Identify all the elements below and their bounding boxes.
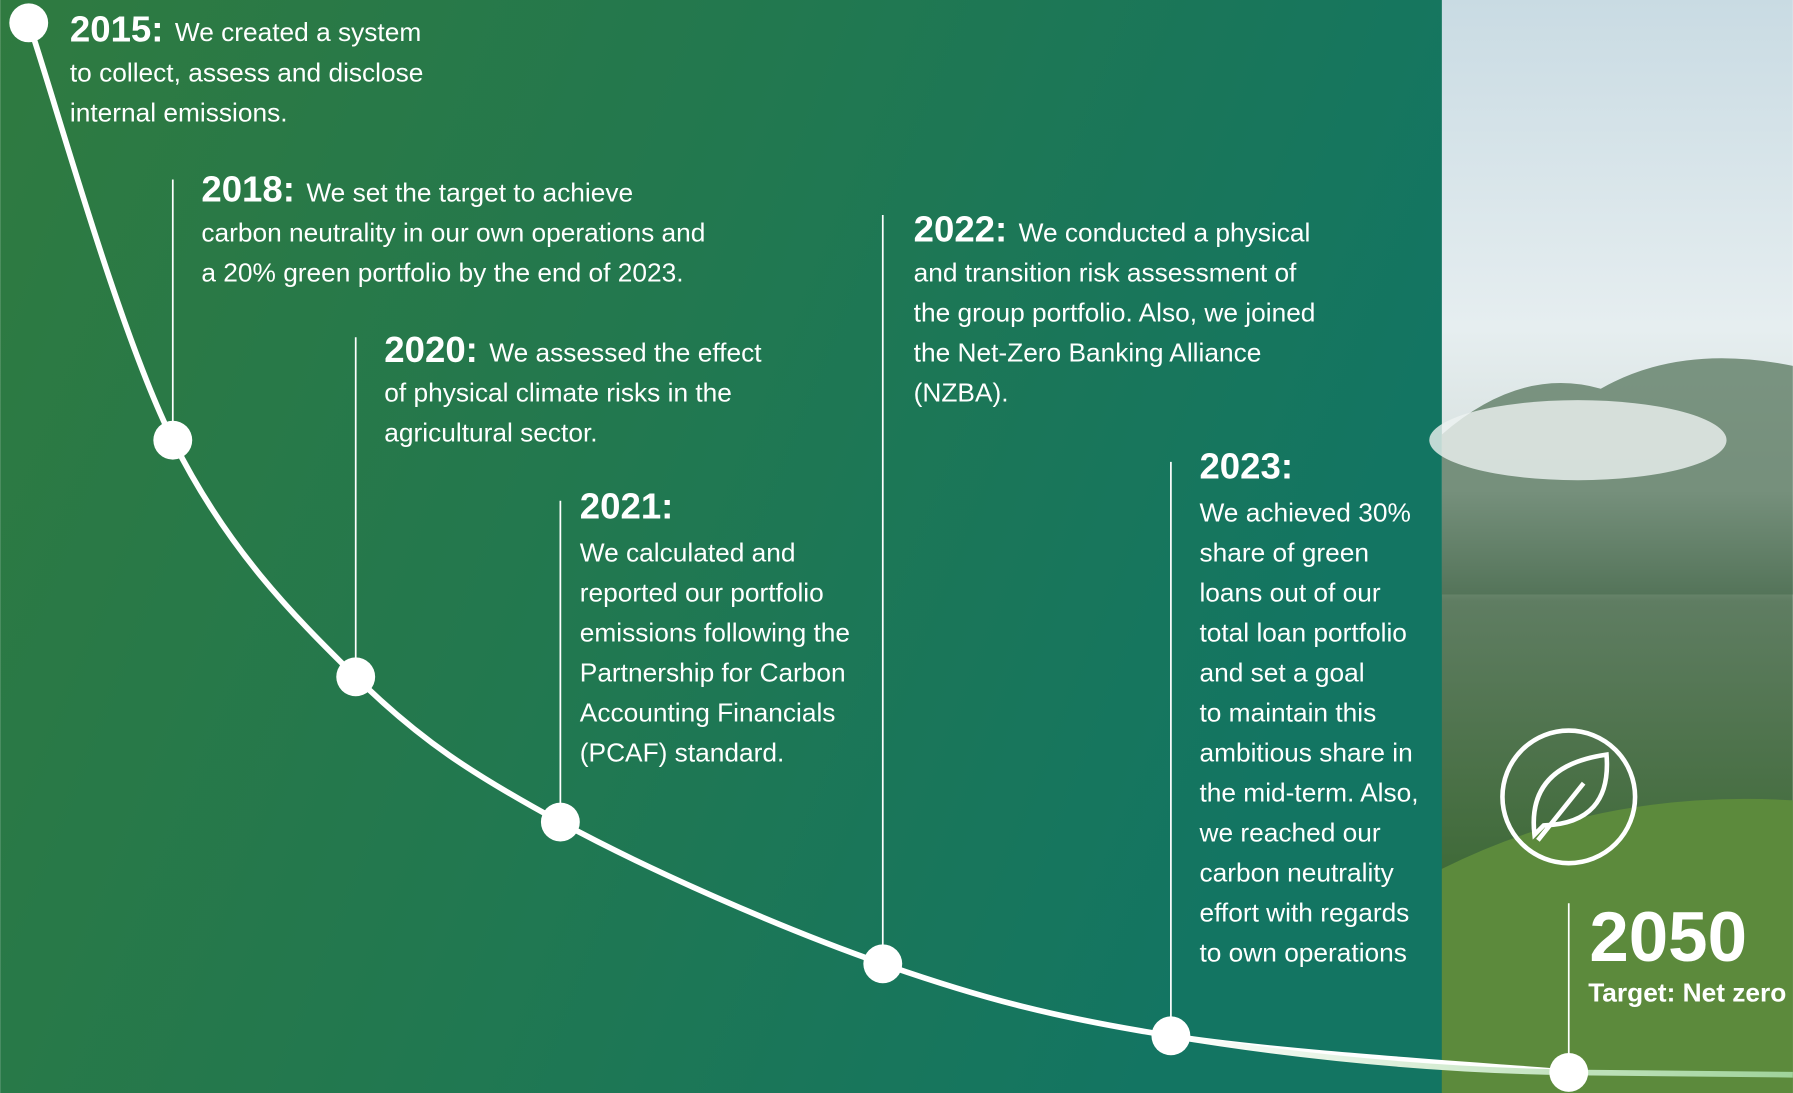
milestone-text: and set a goal bbox=[1199, 657, 1364, 687]
milestone-dot bbox=[540, 802, 580, 842]
milestone-text: internal emissions. bbox=[70, 97, 288, 127]
milestone-dot bbox=[863, 944, 903, 984]
milestone-text: carbon neutrality in our own operations … bbox=[201, 217, 705, 247]
milestone-text: Partnership for Carbon bbox=[580, 657, 846, 687]
milestone-text: to maintain this bbox=[1199, 698, 1376, 728]
milestone-text: a 20% green portfolio by the end of 2023… bbox=[201, 257, 683, 287]
milestone-text: to own operations bbox=[1199, 938, 1406, 968]
milestone-text: and transition risk assessment of bbox=[914, 257, 1297, 287]
milestone-text: Accounting Financials bbox=[580, 698, 836, 728]
milestone-text: the mid-term. Also, bbox=[1199, 778, 1418, 808]
milestone-text: (NZBA). bbox=[914, 377, 1009, 407]
milestone-text: reported our portfolio bbox=[580, 577, 824, 607]
milestone-dot bbox=[336, 657, 376, 697]
milestone-text: We conducted a physical bbox=[1019, 217, 1311, 247]
milestone-text: to collect, assess and disclose bbox=[70, 57, 424, 87]
milestone-text: of physical climate risks in the bbox=[384, 377, 732, 407]
milestone-year: 2023: bbox=[1199, 445, 1293, 486]
milestone-text: We calculated and bbox=[580, 537, 796, 567]
milestone-text: We created a system bbox=[175, 17, 421, 47]
milestone-text: We set the target to achieve bbox=[306, 177, 633, 207]
milestone-text: the group portfolio. Also, we joined bbox=[914, 297, 1316, 327]
hill bbox=[1441, 798, 1793, 1093]
milestone-text: We achieved 30% bbox=[1199, 497, 1410, 527]
milestone-year: 2022: bbox=[914, 209, 1008, 250]
milestone-text: the Net-Zero Banking Alliance bbox=[914, 337, 1262, 367]
milestone-dot bbox=[1151, 1016, 1191, 1056]
milestone-dot bbox=[9, 3, 49, 43]
timeline-tail bbox=[1170, 1033, 1793, 1078]
milestone-text: loans out of our bbox=[1199, 577, 1380, 607]
milestone-text: total loan portfolio bbox=[1199, 617, 1406, 647]
milestone-text: (PCAF) standard. bbox=[580, 738, 784, 768]
target-dot bbox=[1549, 1052, 1589, 1092]
milestone-year: 2020: bbox=[384, 329, 478, 370]
leaf-icon bbox=[1500, 728, 1638, 866]
target-year: 2050 bbox=[1589, 898, 1747, 977]
milestone-dot bbox=[153, 420, 193, 460]
milestone-text: effort with regards bbox=[1199, 898, 1409, 928]
milestone-text: emissions following the bbox=[580, 617, 850, 647]
cloud bbox=[1429, 400, 1727, 481]
milestone-text: agricultural sector. bbox=[384, 417, 597, 447]
target-label: Target: Net zero bbox=[1588, 978, 1786, 1008]
milestone-year: 2021: bbox=[580, 485, 674, 526]
milestone-text: ambitious share in bbox=[1199, 738, 1412, 768]
milestone-year: 2015: bbox=[70, 9, 164, 50]
milestone-year: 2018: bbox=[201, 169, 295, 210]
milestone-text: carbon neutrality bbox=[1199, 858, 1394, 888]
milestone-text: share of green bbox=[1199, 537, 1368, 567]
milestone-text: we reached our bbox=[1198, 818, 1380, 848]
milestone-text: We assessed the effect bbox=[489, 337, 762, 367]
